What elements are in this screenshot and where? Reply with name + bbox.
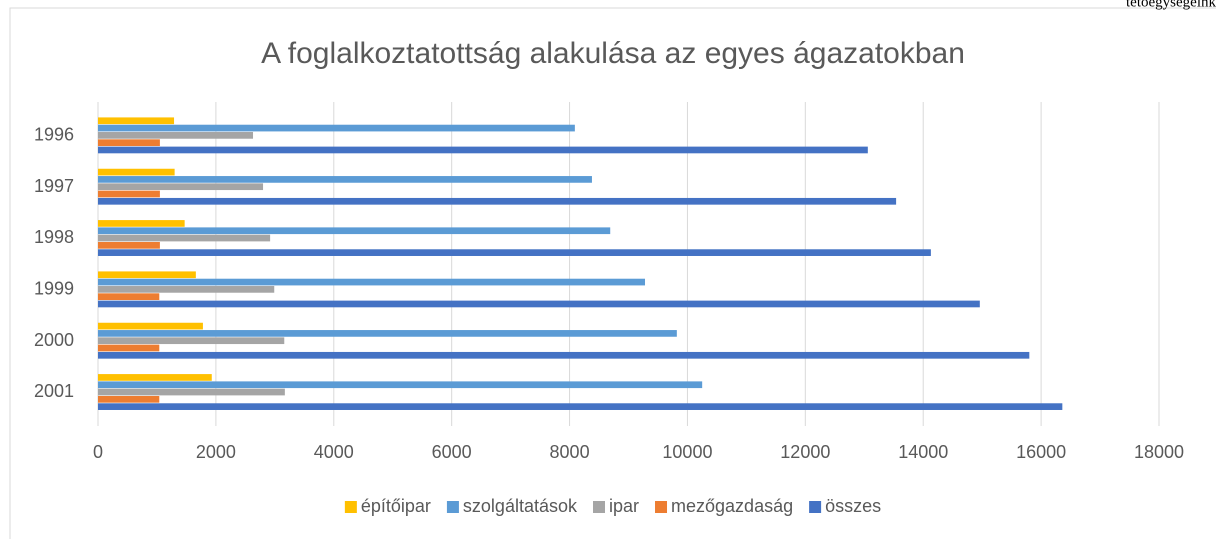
y-tick-label: 2000 [34,330,74,350]
bar [98,395,160,403]
bar [98,278,646,286]
bar [98,132,254,139]
legend-swatch [655,501,668,513]
y-tick-label: 1998 [34,227,74,247]
legend-label: összes [825,496,881,516]
bar [98,374,212,381]
bar [98,271,196,279]
bar [98,190,160,198]
bar [98,241,160,249]
y-tick-label: 1999 [34,278,74,298]
bar [98,197,897,205]
chart-frame [9,7,1216,539]
bar [98,227,611,235]
bar [98,351,1030,359]
bar [98,293,160,301]
x-tick-label: 8000 [550,442,590,462]
legend-swatch [446,501,459,513]
bar [98,388,285,396]
bar [98,117,175,125]
bar [98,139,160,147]
bar [98,344,160,352]
x-tick-label: 18000 [1134,442,1184,462]
bar [98,381,703,389]
legend-label: építőipar [361,496,431,516]
x-tick-label: 2000 [196,442,236,462]
bar [98,403,1063,410]
x-tick-label: 6000 [432,442,472,462]
x-tick-label: 10000 [662,442,712,462]
legend: építőipar szolgáltatások ipar mezőgazdaság ö… [344,496,881,516]
legend-label: mezőgazdaság [671,496,793,516]
bar [98,330,677,337]
bar [98,322,203,330]
legend-swatch [593,501,605,513]
bar [98,220,185,227]
y-tick-label: 1997 [34,176,74,196]
legend-swatch [344,501,357,513]
chart-title: A foglalkoztatottság alakulása az egyes … [261,37,965,70]
x-tick-label: 16000 [1016,442,1066,462]
y-tick-label: 2001 [34,381,74,401]
bar [98,146,868,154]
x-tick-label: 0 [93,442,103,462]
header-text: tetőegységeink [1126,0,1216,10]
bar [98,234,271,242]
bar [98,249,931,256]
x-tick-label: 4000 [314,442,354,462]
bar [98,337,285,345]
legend-label: ipar [609,496,639,516]
legend-swatch [809,501,822,513]
bar [98,300,980,308]
bar [98,124,575,132]
legend-label: szolgáltatások [463,496,578,516]
y-tick-label: 1996 [34,124,74,144]
bar [98,176,592,183]
x-tick-label: 12000 [780,442,830,462]
bar [98,168,175,176]
bar [98,286,275,293]
x-tick-label: 14000 [898,442,948,462]
bar [98,183,264,191]
